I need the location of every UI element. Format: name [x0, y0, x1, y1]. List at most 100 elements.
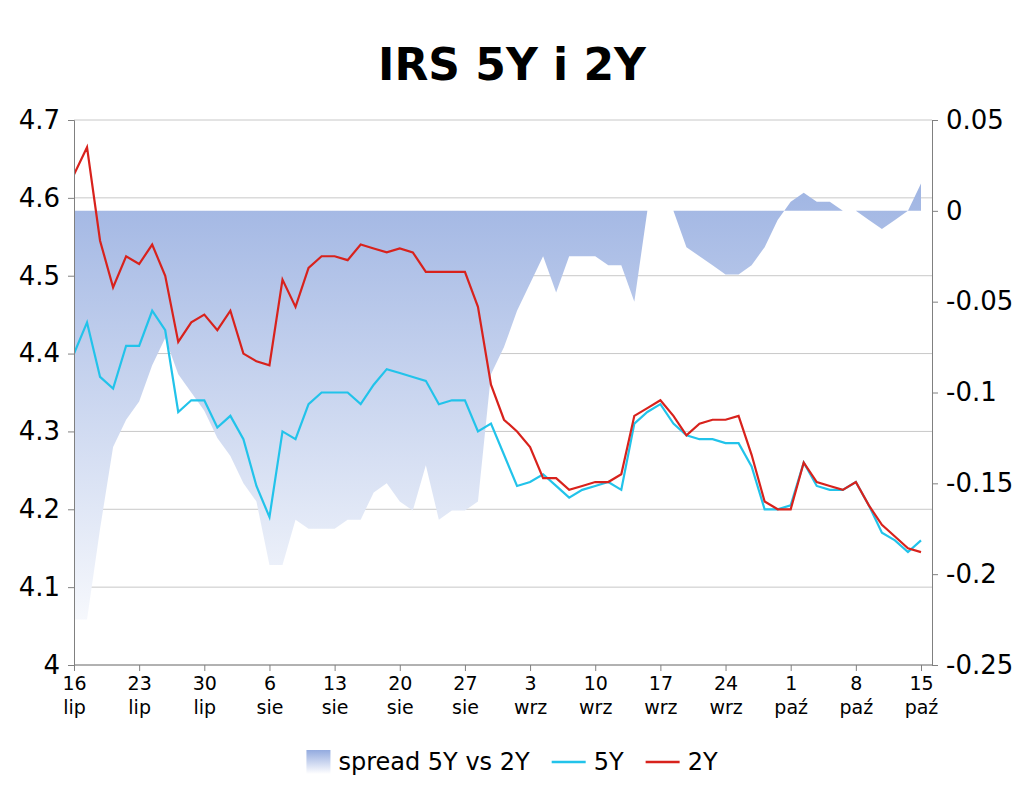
tick-label: -0.25: [946, 650, 1013, 680]
tick-label-part: sie: [387, 696, 414, 718]
legend-label: 2Y: [688, 748, 718, 776]
tick-label: 4.1: [19, 572, 60, 602]
tick: 8paź: [840, 665, 874, 718]
tick-mark: [932, 120, 938, 121]
tick: 3wrz: [514, 665, 547, 718]
tick-mark: [68, 587, 74, 588]
tick-label-part: 10: [584, 672, 608, 694]
tick-label-part: 1: [785, 672, 797, 694]
tick: 0: [932, 196, 963, 226]
tick-label: 4.4: [19, 338, 60, 368]
tick-label: 4.7: [19, 105, 60, 135]
tick-mark: [465, 665, 466, 671]
tick-mark: [932, 574, 938, 575]
tick-label-part: paź: [905, 696, 939, 718]
legend-swatch: [552, 761, 586, 764]
legend: spread 5Y vs 2Y 5Y 2Y: [306, 748, 717, 776]
tick: 4.4: [19, 338, 74, 368]
tick: 1paź: [774, 665, 808, 718]
grid-line: [74, 587, 932, 588]
tick-label: 23lip: [128, 672, 152, 718]
legend-item: 5Y: [552, 748, 624, 776]
tick-label: -0.15: [946, 468, 1013, 498]
tick: 4.7: [19, 105, 74, 135]
grid-line: [74, 665, 932, 666]
tick-mark: [68, 276, 74, 277]
legend-label: spread 5Y vs 2Y: [338, 748, 530, 776]
tick-label-part: 30: [193, 672, 217, 694]
tick-label: -0.1: [946, 377, 997, 407]
tick-label: 6sie: [257, 672, 284, 718]
tick-mark: [139, 665, 140, 671]
tick: 4.3: [19, 416, 74, 446]
tick-label: 0.05: [946, 105, 1004, 135]
tick-mark: [530, 665, 531, 671]
tick-label-part: sie: [452, 696, 479, 718]
tick-mark: [595, 665, 596, 671]
tick-mark: [204, 665, 205, 671]
tick-label-part: sie: [322, 696, 349, 718]
legend-item: 2Y: [646, 748, 718, 776]
y2-axis: 0.050-0.05-0.1-0.15-0.2-0.25: [932, 105, 1013, 680]
tick-label: 0: [946, 196, 963, 226]
tick-label-part: lip: [63, 696, 86, 718]
tick-label-part: paź: [840, 696, 874, 718]
tick: -0.25: [932, 650, 1013, 680]
tick-label: 13sie: [322, 672, 349, 718]
tick-label: 20sie: [387, 672, 414, 718]
tick-label: 30lip: [193, 672, 217, 718]
tick-label-part: lip: [128, 696, 151, 718]
tick-mark: [921, 665, 922, 671]
tick: 13sie: [322, 665, 349, 718]
tick-label: 1paź: [774, 672, 808, 718]
tick-label: 17wrz: [644, 672, 677, 718]
tick-label: 4.3: [19, 416, 60, 446]
tick-label-part: 23: [128, 672, 152, 694]
tick: 20sie: [387, 665, 414, 718]
grid-line: [74, 509, 932, 510]
tick: 27sie: [452, 665, 479, 718]
tick-label-part: wrz: [709, 696, 742, 718]
tick: 30lip: [193, 665, 217, 718]
tick: -0.15: [932, 468, 1013, 498]
tick-mark: [68, 198, 74, 199]
tick: 24wrz: [709, 665, 742, 718]
tick-mark: [68, 431, 74, 432]
axis-line: [74, 665, 932, 666]
tick-mark: [856, 665, 857, 671]
tick-label-part: 15: [909, 672, 933, 694]
tick-label: 4.6: [19, 183, 60, 213]
legend-label: 5Y: [594, 748, 624, 776]
y-axis: 44.14.24.34.44.54.64.7: [19, 105, 75, 680]
tick-label: 15paź: [905, 672, 939, 718]
tick-label: 4.5: [19, 261, 60, 291]
tick-mark: [335, 665, 336, 671]
tick-mark: [932, 211, 938, 212]
tick: 6sie: [257, 665, 284, 718]
tick-mark: [932, 302, 938, 303]
tick-mark: [68, 354, 74, 355]
tick-label-part: wrz: [644, 696, 677, 718]
tick-label-part: lip: [193, 696, 216, 718]
tick-label: 10wrz: [579, 672, 612, 718]
tick-mark: [68, 665, 74, 666]
axis-line: [933, 121, 939, 666]
tick-label: 4.2: [19, 494, 60, 524]
tick-mark: [68, 120, 74, 121]
chart: IRS 5Y i 2Y44.14.24.34.44.54.64.70.050-0…: [0, 0, 1024, 791]
tick-mark: [932, 483, 938, 484]
series-line: [74, 147, 921, 552]
tick: 0.05: [932, 105, 1004, 135]
legend-swatch: [646, 761, 680, 764]
tick: 4.2: [19, 494, 74, 524]
tick-label: 8paź: [840, 672, 874, 718]
tick: 23lip: [128, 665, 152, 718]
legend-swatch: [306, 750, 330, 774]
tick: 10wrz: [579, 665, 612, 718]
series-line: [74, 311, 921, 552]
tick-label-part: 17: [649, 672, 673, 694]
tick-mark: [74, 665, 75, 671]
tick-label-part: 16: [62, 672, 86, 694]
tick: -0.2: [932, 559, 997, 589]
chart-title: IRS 5Y i 2Y: [378, 39, 647, 90]
